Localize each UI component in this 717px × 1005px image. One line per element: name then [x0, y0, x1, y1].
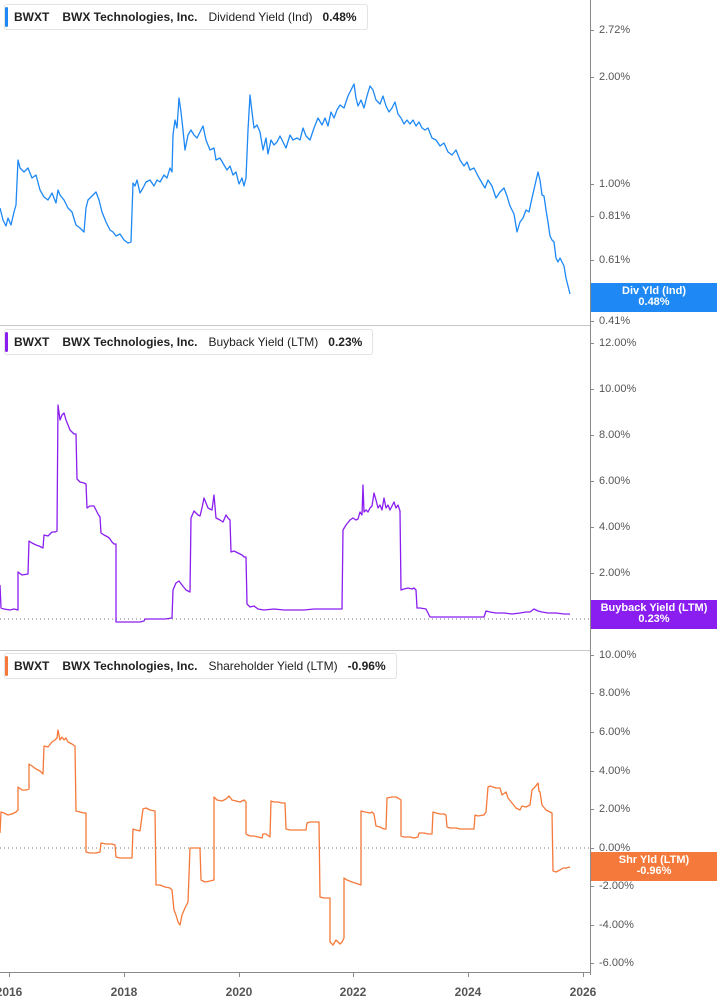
company-name: BWX Technologies, Inc. — [62, 335, 198, 349]
x-tick — [468, 972, 469, 977]
y-tick-label: 10.00% — [599, 649, 637, 661]
y-tick — [591, 848, 594, 849]
panel-divider — [0, 325, 590, 326]
shareholder-yield-legend: BWXT BWX Technologies, Inc. Shareholder … — [4, 653, 397, 679]
y-tick-label: -6.00% — [599, 957, 634, 969]
y-tick — [591, 693, 594, 694]
metric-value: -0.96% — [347, 659, 386, 673]
y-tick — [591, 809, 594, 810]
y-tick — [591, 925, 594, 926]
ticker-symbol: BWXT — [14, 659, 50, 673]
series-color-marker — [5, 7, 8, 27]
y-tick — [591, 963, 594, 964]
y-tick-label: 0.81% — [599, 210, 631, 222]
x-tick-label: 2018 — [110, 985, 138, 999]
y-tick — [591, 886, 594, 887]
company-name: BWX Technologies, Inc. — [62, 659, 198, 673]
y-tick-label: 8.00% — [599, 429, 631, 441]
tag-label: Buyback Yield (LTM) — [600, 602, 708, 614]
tag-value: 0.48% — [638, 296, 670, 308]
y-tick-label: 10.00% — [599, 383, 637, 395]
y-tick — [591, 481, 594, 482]
y-tick — [591, 435, 594, 436]
metric-value: 0.48% — [322, 10, 357, 24]
metric-name: Dividend Yield (Ind) — [208, 10, 313, 24]
y-tick-label: 8.00% — [599, 687, 631, 699]
y-tick — [591, 260, 594, 261]
y-tick — [591, 771, 594, 772]
y-tick-label: 6.00% — [599, 475, 631, 487]
x-tick — [353, 972, 354, 977]
x-tick-label: 2022 — [339, 985, 367, 999]
y-tick — [591, 184, 594, 185]
metric-name: Buyback Yield (LTM) — [208, 335, 319, 349]
x-tick — [9, 972, 10, 977]
shareholder-yield-line — [0, 729, 571, 946]
y-tick-label: -2.00% — [599, 880, 634, 892]
x-tick — [124, 972, 125, 977]
x-tick-label: 2024 — [454, 985, 482, 999]
y-tick-label: 4.00% — [599, 521, 631, 533]
y-tick-label: 2.00% — [599, 71, 631, 83]
x-tick-label: 2026 — [569, 985, 597, 999]
y-tick — [591, 655, 594, 656]
y-tick-label: 2.00% — [599, 567, 631, 579]
x-tick — [583, 972, 584, 977]
y-tick — [591, 321, 594, 322]
y-tick — [591, 527, 594, 528]
panel-divider — [0, 650, 590, 651]
x-tick-label: 2020 — [225, 985, 253, 999]
y-tick-label: 0.61% — [599, 254, 631, 266]
y-tick-label: -4.00% — [599, 919, 634, 931]
y-axis-line — [590, 0, 591, 975]
y-tick-label: 6.00% — [599, 726, 631, 738]
tag-value: -0.96% — [636, 865, 672, 877]
y-tick — [591, 216, 594, 217]
buyback-yield-value-tag: Buyback Yield (LTM) 0.23% — [591, 600, 717, 629]
shareholder-yield-value-tag: Shr Yld (LTM) -0.96% — [591, 852, 717, 881]
x-axis-line — [0, 972, 591, 973]
y-tick — [591, 389, 594, 390]
tag-label: Div Yld (Ind) — [622, 285, 686, 297]
ticker-symbol: BWXT — [14, 335, 50, 349]
tag-value: 0.23% — [638, 613, 670, 625]
y-tick — [591, 343, 594, 344]
metric-value: 0.23% — [328, 335, 363, 349]
x-tick — [239, 972, 240, 977]
y-tick-label: 1.00% — [599, 178, 631, 190]
y-tick — [591, 77, 594, 78]
dividend-yield-value-tag: Div Yld (Ind) 0.48% — [591, 283, 717, 312]
y-tick — [591, 732, 594, 733]
y-tick-label: 0.41% — [599, 315, 631, 327]
y-tick — [591, 30, 594, 31]
dividend-yield-legend: BWXT BWX Technologies, Inc. Dividend Yie… — [4, 4, 368, 30]
dividend-yield-line — [0, 83, 571, 295]
series-color-marker — [5, 656, 8, 676]
buyback-yield-legend: BWXT BWX Technologies, Inc. Buyback Yiel… — [4, 329, 374, 355]
tag-label: Shr Yld (LTM) — [618, 854, 690, 866]
series-color-marker — [5, 332, 8, 352]
y-tick-label: 12.00% — [599, 337, 637, 349]
ticker-symbol: BWXT — [14, 10, 50, 24]
y-tick — [591, 573, 594, 574]
metric-name: Shareholder Yield (LTM) — [208, 659, 338, 673]
x-tick-label: 2016 — [0, 985, 23, 999]
y-tick-label: 0.00% — [599, 842, 631, 854]
company-name: BWX Technologies, Inc. — [62, 10, 198, 24]
buyback-yield-line — [0, 404, 570, 623]
y-tick-label: 4.00% — [599, 765, 631, 777]
y-tick-label: 2.00% — [599, 803, 631, 815]
y-tick-label: 2.72% — [599, 24, 631, 36]
